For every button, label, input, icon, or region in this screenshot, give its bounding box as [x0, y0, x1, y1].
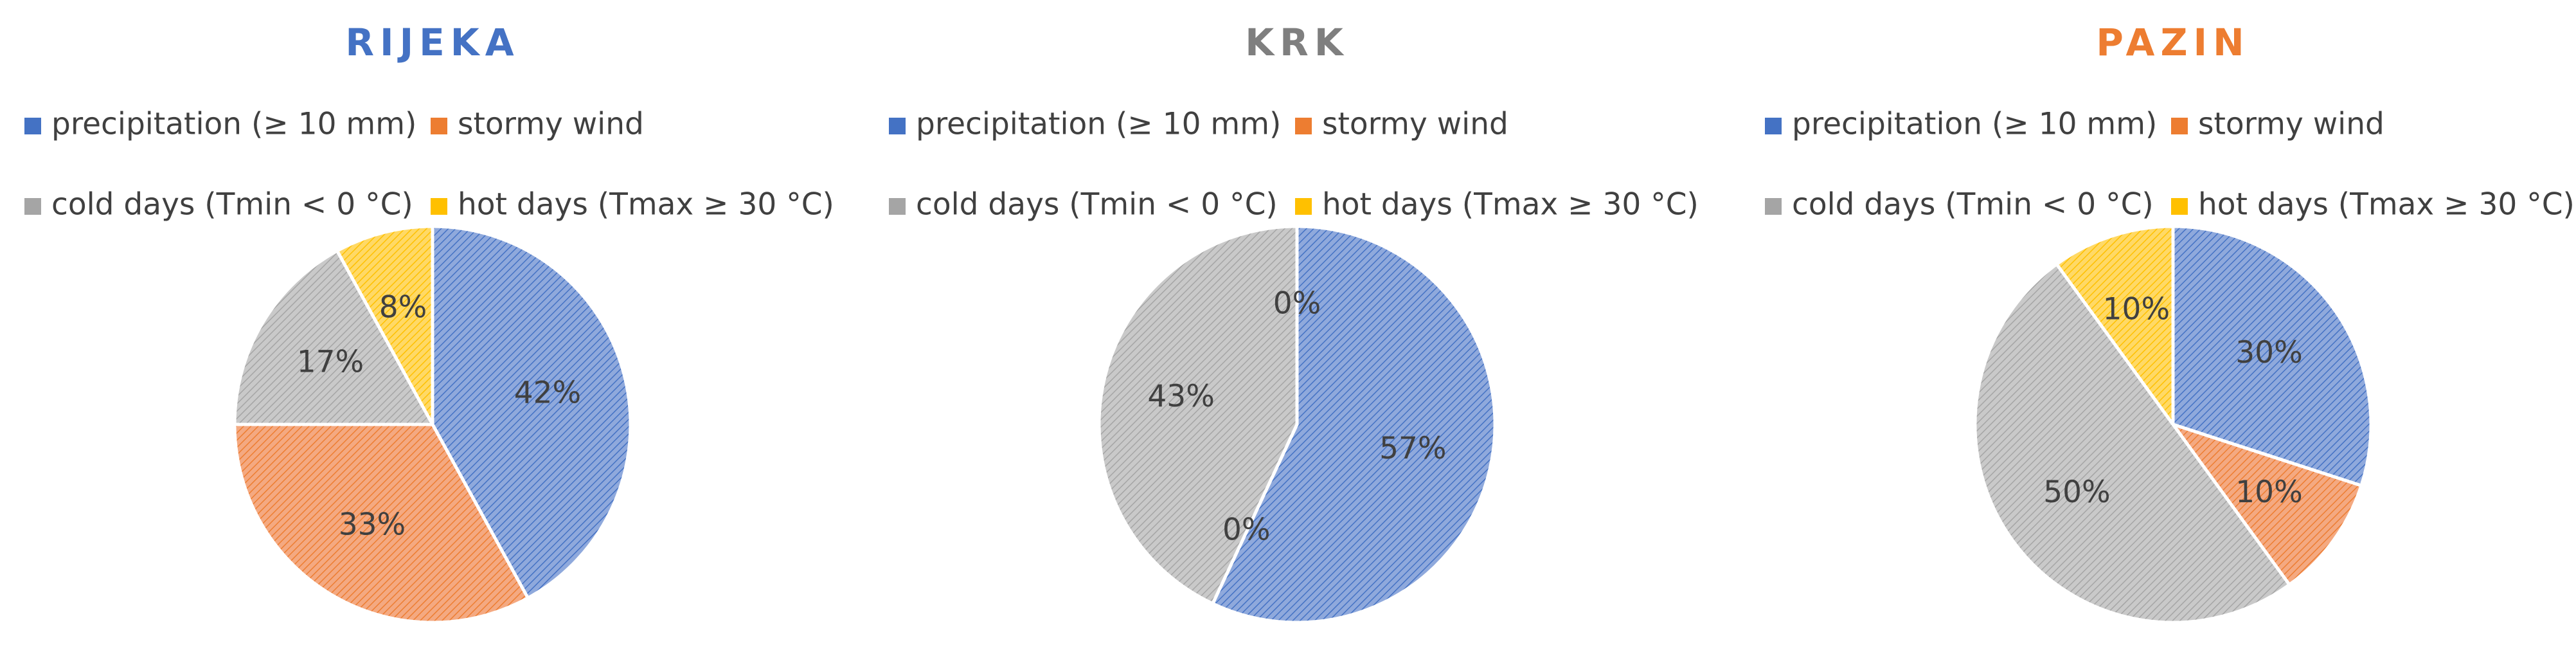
legend-label: cold days (Tmin < 0 °C)	[1792, 187, 2154, 223]
data-label: 0%	[1273, 286, 1321, 322]
pie-slice	[335, 224, 434, 426]
legend-entry: cold days (Tmin < 0 °C)	[1765, 187, 2154, 223]
pie-slice	[2055, 224, 2175, 426]
legend-label: precipitation (≥ 10 mm)	[51, 107, 416, 142]
pie-slices	[1973, 224, 2373, 624]
legend-label: precipitation (≥ 10 mm)	[1792, 107, 2157, 142]
legend-swatch	[1765, 198, 1782, 215]
data-label: 10%	[2235, 475, 2302, 510]
legend-label: stormy wind	[1322, 107, 1508, 142]
pie-slice	[1097, 224, 1299, 606]
legend-swatch	[431, 198, 447, 215]
legend-label: cold days (Tmin < 0 °C)	[916, 187, 1278, 223]
legend-label: stormy wind	[2198, 107, 2384, 142]
legend-swatch	[24, 198, 41, 215]
data-label: 30%	[2235, 335, 2302, 370]
legend-entry: stormy wind	[431, 107, 644, 142]
legend-swatch	[1295, 198, 1312, 215]
pie-slice	[233, 249, 434, 426]
data-label: 8%	[379, 290, 427, 325]
legend-label: cold days (Tmin < 0 °C)	[51, 187, 413, 223]
pie-chart-panel: PAZIN precipitation (≥ 10 mm) stormy wind c…	[1765, 21, 2575, 624]
chart-title: RIJEKA	[345, 21, 519, 64]
data-labels: 42% 33% 17% 8%	[297, 290, 582, 543]
legend-label: hot days (Tmax ≥ 30 °C)	[458, 187, 834, 223]
legend-swatch	[431, 118, 447, 134]
legend-entry: precipitation (≥ 10 mm)	[889, 107, 1281, 142]
pie-slice	[1973, 262, 2291, 624]
data-label: 43%	[1147, 379, 1214, 414]
data-label: 0%	[1222, 513, 1271, 548]
data-label: 10%	[2103, 292, 2170, 327]
data-labels: 30% 10% 50% 10%	[2043, 292, 2302, 510]
legend-swatch	[2171, 118, 2188, 134]
legend-entry: stormy wind	[1295, 107, 1508, 142]
data-label: 17%	[297, 344, 364, 379]
pie-slice	[431, 224, 632, 600]
legend-entry: precipitation (≥ 10 mm)	[24, 107, 416, 142]
legend-label: hot days (Tmax ≥ 30 °C)	[1322, 187, 1699, 223]
pie-chart-panel: RIJEKA precipitation (≥ 10 mm) stormy wind…	[24, 21, 834, 624]
data-labels: 57% 0% 43% 0%	[1147, 286, 1446, 548]
legend-swatch	[1295, 118, 1312, 134]
legend-entry: hot days (Tmax ≥ 30 °C)	[2171, 187, 2575, 223]
pie-slice	[2171, 224, 2373, 487]
legend-entry: precipitation (≥ 10 mm)	[1765, 107, 2157, 142]
pie-chart-panel: KRK precipitation (≥ 10 mm) stormy wind col…	[889, 21, 1699, 624]
legend-label: stormy wind	[458, 107, 644, 142]
data-label: 50%	[2043, 475, 2110, 510]
legend-entry: hot days (Tmax ≥ 30 °C)	[1295, 187, 1699, 223]
legend-entry: cold days (Tmin < 0 °C)	[24, 187, 413, 223]
legend-entry: hot days (Tmax ≥ 30 °C)	[431, 187, 834, 223]
pie-slice	[233, 422, 530, 624]
pie-slice	[2171, 422, 2363, 586]
legend-label: precipitation (≥ 10 mm)	[916, 107, 1281, 142]
pie-slice	[1211, 224, 1497, 624]
data-label: 42%	[514, 376, 581, 411]
pie-slices	[233, 224, 632, 624]
chart-title: KRK	[1245, 21, 1349, 64]
legend-label: hot days (Tmax ≥ 30 °C)	[2198, 187, 2575, 223]
legend-swatch	[889, 118, 906, 134]
legend-swatch	[2171, 198, 2188, 215]
data-label: 57%	[1379, 431, 1446, 466]
legend-swatch	[24, 118, 41, 134]
legend-entry: cold days (Tmin < 0 °C)	[889, 187, 1278, 223]
legend-swatch	[1765, 118, 1782, 134]
chart-title: PAZIN	[2096, 21, 2250, 64]
pie-slices	[1097, 224, 1497, 624]
legend-entry: stormy wind	[2171, 107, 2384, 142]
legend-swatch	[889, 198, 906, 215]
data-label: 33%	[339, 507, 406, 543]
